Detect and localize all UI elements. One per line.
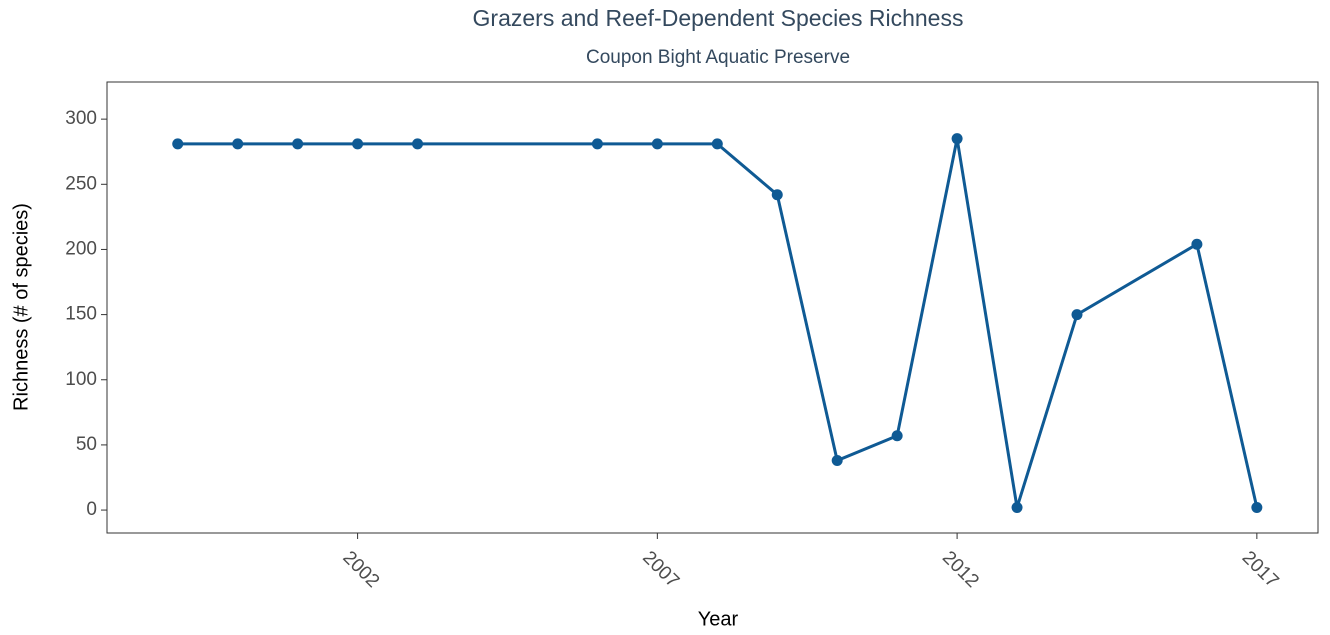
- chart-title: Grazers and Reef-Dependent Species Richn…: [473, 5, 964, 31]
- y-axis-label: Richness (# of species): [10, 203, 32, 411]
- x-tick-label: 2007: [638, 547, 683, 592]
- point: [831, 455, 843, 467]
- point: [232, 138, 244, 150]
- y-tick-label: 200: [65, 238, 97, 259]
- x-tick-label: 2012: [938, 547, 983, 592]
- y-tick-label: 0: [86, 499, 97, 520]
- plot-frame: [106, 81, 1319, 534]
- y-tick-label: 300: [65, 108, 97, 129]
- point: [891, 430, 903, 442]
- y-tick-label: 50: [76, 434, 97, 455]
- point: [591, 138, 603, 150]
- x-tick-label: 2017: [1238, 547, 1283, 592]
- point: [352, 138, 364, 150]
- point: [771, 189, 783, 201]
- point: [1071, 309, 1083, 321]
- point: [1191, 238, 1203, 250]
- chart-subtitle: Coupon Bight Aquatic Preserve: [586, 47, 850, 68]
- point: [1011, 501, 1023, 513]
- line: [177, 138, 1259, 508]
- point: [292, 138, 304, 150]
- point: [711, 138, 723, 150]
- point: [651, 138, 663, 150]
- y-tick-label: 150: [65, 304, 97, 325]
- x-tick-label: 2002: [339, 547, 384, 592]
- point: [412, 138, 424, 150]
- y-tick-label: 100: [65, 369, 97, 390]
- point: [951, 133, 963, 145]
- y-tick-label: 250: [65, 173, 97, 194]
- point: [172, 138, 184, 150]
- x-axis-label: Year: [698, 608, 739, 630]
- point: [1251, 501, 1263, 513]
